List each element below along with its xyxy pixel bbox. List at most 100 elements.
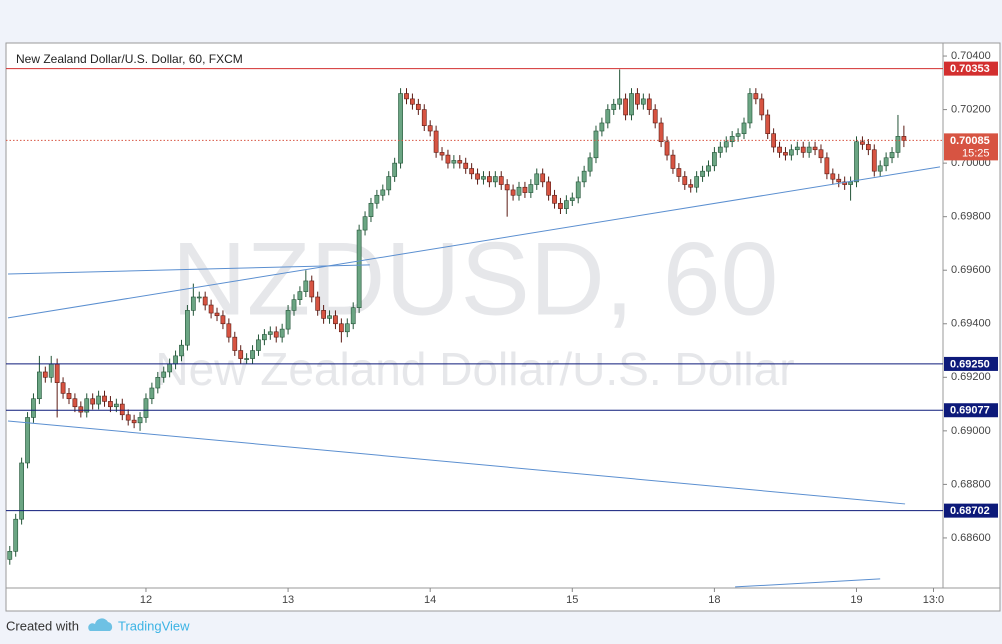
candle-body bbox=[510, 189, 516, 196]
candle-body bbox=[481, 176, 486, 180]
countdown-label: 15:25 bbox=[962, 147, 990, 159]
candle-body bbox=[433, 130, 439, 153]
level-label-bg bbox=[944, 503, 998, 518]
candle-body bbox=[457, 160, 463, 164]
level-label-bg bbox=[944, 61, 998, 76]
candle-body bbox=[102, 395, 107, 402]
candle-body bbox=[581, 170, 587, 183]
candle-body bbox=[54, 363, 60, 383]
candle-body bbox=[108, 401, 113, 408]
candle-body bbox=[611, 103, 617, 110]
candle-body bbox=[830, 173, 836, 180]
candle-body bbox=[563, 200, 569, 209]
candle-body bbox=[208, 304, 214, 314]
candle-body bbox=[356, 229, 362, 309]
candle-body bbox=[256, 339, 261, 351]
candle-body bbox=[889, 152, 895, 159]
y-tick-label: 0.70200 bbox=[951, 103, 991, 115]
candle-body bbox=[658, 122, 664, 143]
candle-body bbox=[344, 323, 350, 333]
candle-body bbox=[315, 296, 321, 311]
y-tick-label: 0.69600 bbox=[951, 264, 991, 276]
footer-brand[interactable]: TradingView bbox=[118, 618, 190, 633]
candle-body bbox=[682, 176, 688, 185]
level-label: 0.70353 bbox=[950, 63, 990, 75]
candle-body bbox=[179, 344, 184, 357]
watermark-symbol: NZDUSD, 60 bbox=[172, 221, 779, 337]
y-tick-label: 0.68600 bbox=[951, 532, 991, 544]
candle-body bbox=[439, 152, 445, 156]
candle-body bbox=[475, 173, 480, 180]
candle-body bbox=[309, 280, 315, 298]
candle-body bbox=[759, 98, 765, 116]
candle-body bbox=[777, 146, 782, 153]
candle-body bbox=[273, 331, 279, 338]
candle-body bbox=[48, 363, 54, 378]
candle-body bbox=[717, 146, 723, 153]
candle-body bbox=[451, 160, 457, 164]
x-tick-label: 12 bbox=[140, 594, 152, 606]
candle-body bbox=[516, 186, 522, 196]
candle-body bbox=[185, 310, 190, 346]
candle-body bbox=[445, 154, 451, 164]
candle-body bbox=[72, 398, 78, 408]
candle-body bbox=[587, 157, 593, 172]
candle-body bbox=[599, 122, 605, 132]
candle-body bbox=[783, 152, 788, 156]
candle-body bbox=[66, 393, 72, 400]
level-label: 0.69250 bbox=[950, 358, 990, 370]
candle-body bbox=[487, 176, 492, 183]
candle-body bbox=[415, 103, 421, 110]
candle-body bbox=[214, 312, 220, 317]
candle-body bbox=[504, 184, 510, 191]
trend-line bbox=[7, 166, 941, 319]
candle-body bbox=[765, 114, 771, 134]
candle-body bbox=[865, 144, 871, 151]
candle-body bbox=[617, 98, 623, 105]
candle-body bbox=[558, 202, 563, 209]
candle-body bbox=[167, 363, 173, 373]
level-label: 0.68702 bbox=[950, 505, 990, 517]
candle-body bbox=[285, 310, 291, 330]
candle-body bbox=[291, 299, 297, 311]
candle-body bbox=[84, 398, 90, 413]
candle-body bbox=[297, 291, 303, 300]
candle-body bbox=[37, 371, 42, 400]
candle-body bbox=[901, 136, 907, 141]
candle-body bbox=[119, 403, 125, 416]
candle-body bbox=[410, 98, 415, 105]
trend-line bbox=[7, 420, 906, 505]
y-tick-label: 0.70400 bbox=[951, 50, 991, 62]
last-price-bg bbox=[944, 133, 998, 161]
candle-body bbox=[374, 194, 380, 204]
level-label: 0.69077 bbox=[950, 405, 990, 417]
candle-body bbox=[143, 398, 149, 418]
y-tick-label: 0.68800 bbox=[951, 478, 991, 490]
x-tick-label: 13:0 bbox=[923, 594, 944, 606]
candle-body bbox=[854, 141, 859, 183]
candle-body bbox=[90, 398, 96, 405]
candle-body bbox=[244, 358, 249, 360]
candle-body bbox=[60, 382, 66, 394]
candle-body bbox=[327, 315, 332, 319]
candle-body bbox=[706, 165, 711, 172]
plot-area bbox=[6, 68, 943, 588]
candle-body bbox=[421, 109, 427, 126]
candle-body bbox=[789, 149, 794, 156]
candle-body bbox=[860, 141, 865, 145]
x-tick-label: 14 bbox=[424, 594, 436, 606]
candle-body bbox=[202, 296, 208, 306]
trend-line bbox=[7, 264, 370, 275]
candle-body bbox=[694, 176, 700, 188]
candle-body bbox=[196, 296, 202, 299]
footer-text: Created with bbox=[6, 618, 79, 633]
x-tick-label: 19 bbox=[850, 594, 862, 606]
footer: Created with TradingView bbox=[6, 618, 190, 633]
candle-body bbox=[173, 355, 178, 365]
level-label-bg bbox=[944, 356, 998, 371]
candle-body bbox=[700, 170, 705, 177]
candle-body bbox=[368, 202, 374, 217]
candle-body bbox=[575, 181, 581, 199]
